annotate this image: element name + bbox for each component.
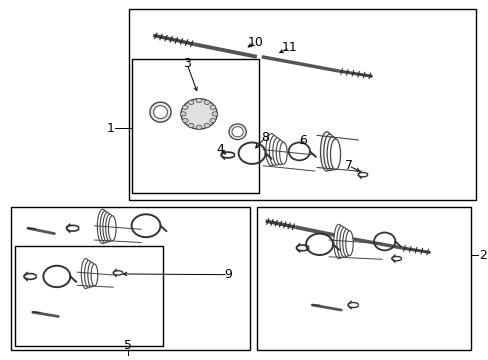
- Ellipse shape: [81, 258, 90, 289]
- Ellipse shape: [105, 214, 114, 242]
- Bar: [131, 59, 259, 193]
- Text: 11: 11: [281, 41, 297, 54]
- Circle shape: [212, 112, 218, 116]
- Circle shape: [209, 118, 215, 123]
- Text: 9: 9: [224, 268, 231, 281]
- Bar: [129, 9, 475, 200]
- Circle shape: [196, 125, 202, 129]
- Text: 3: 3: [183, 57, 190, 71]
- Circle shape: [203, 100, 209, 104]
- Ellipse shape: [153, 105, 167, 119]
- Ellipse shape: [91, 264, 98, 286]
- Circle shape: [209, 105, 215, 109]
- Ellipse shape: [150, 102, 171, 122]
- Text: 8: 8: [261, 131, 269, 144]
- Text: 7: 7: [344, 159, 352, 172]
- Ellipse shape: [181, 99, 217, 129]
- Circle shape: [180, 112, 185, 116]
- Ellipse shape: [272, 138, 282, 165]
- Ellipse shape: [330, 139, 340, 170]
- Bar: [15, 246, 163, 346]
- Ellipse shape: [279, 142, 286, 164]
- Bar: [11, 207, 249, 350]
- Circle shape: [182, 118, 188, 123]
- Ellipse shape: [102, 212, 112, 242]
- Ellipse shape: [231, 127, 243, 137]
- Ellipse shape: [88, 262, 95, 287]
- Ellipse shape: [265, 134, 276, 166]
- Ellipse shape: [276, 140, 284, 165]
- Circle shape: [182, 105, 188, 109]
- Text: 2: 2: [478, 248, 486, 261]
- Ellipse shape: [345, 231, 352, 256]
- Text: 10: 10: [247, 36, 263, 49]
- Ellipse shape: [269, 136, 279, 165]
- Text: 6: 6: [298, 134, 306, 147]
- Text: 4: 4: [216, 143, 224, 156]
- Text: 5: 5: [123, 338, 131, 351]
- Circle shape: [203, 123, 209, 128]
- Ellipse shape: [323, 134, 335, 171]
- Ellipse shape: [97, 209, 108, 244]
- Ellipse shape: [100, 211, 110, 243]
- Bar: [256, 207, 470, 350]
- Ellipse shape: [326, 136, 337, 170]
- Text: 1: 1: [106, 122, 115, 135]
- Ellipse shape: [228, 124, 246, 140]
- Ellipse shape: [339, 228, 348, 257]
- Circle shape: [188, 123, 194, 128]
- Circle shape: [188, 100, 194, 104]
- Ellipse shape: [342, 229, 350, 256]
- Circle shape: [196, 98, 202, 103]
- Ellipse shape: [84, 260, 93, 288]
- Ellipse shape: [320, 132, 332, 171]
- Ellipse shape: [333, 224, 343, 258]
- Ellipse shape: [108, 216, 116, 241]
- Ellipse shape: [336, 226, 346, 258]
